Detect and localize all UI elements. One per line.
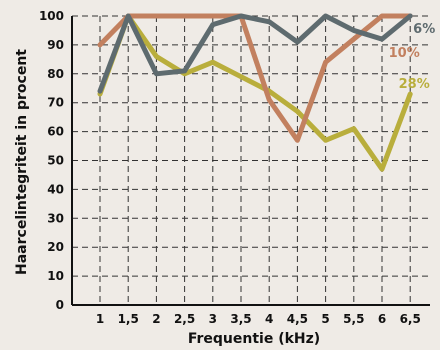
y-tick-label: 20 [47, 240, 64, 254]
x-tick-label: 4,5 [287, 312, 308, 326]
y-tick-label: 60 [47, 125, 64, 139]
x-tick-label: 6,5 [400, 312, 421, 326]
series-label: 6% [413, 22, 435, 37]
x-tick-label: 3,5 [230, 312, 251, 326]
x-tick-label: 1,5 [118, 312, 139, 326]
series-label: 28% [399, 77, 430, 92]
y-tick-label: 40 [47, 182, 64, 196]
x-tick-label: 2 [152, 312, 160, 326]
series-labels: 6% 10% 28% [389, 22, 436, 92]
grid-lines [72, 15, 430, 305]
x-tick-label: 4 [265, 312, 273, 326]
x-axis-title: Frequentie (kHz) [188, 331, 320, 346]
series-label: 10% [389, 46, 420, 61]
y-tick-label: 30 [47, 211, 64, 225]
series-line-6pct [97, 13, 413, 94]
y-tick-label: 0 [56, 298, 64, 312]
tick-labels: 0 10 20 30 40 50 60 70 80 90 100 1 1,5 2 2,5 3 3,5 4 4,5 5 5… [39, 9, 421, 326]
x-tick-label: 5,5 [343, 312, 364, 326]
x-tick-label: 5 [321, 312, 329, 326]
series-line-10pct [97, 13, 413, 143]
y-tick-label: 10 [47, 269, 64, 283]
x-tick-label: 1 [96, 312, 104, 326]
x-tick-label: 3 [209, 312, 217, 326]
y-tick-label: 80 [47, 67, 64, 81]
axes [71, 16, 430, 306]
x-tick-label: 6 [378, 312, 386, 326]
y-tick-label: 50 [47, 154, 64, 168]
x-tick-label: 2,5 [174, 312, 195, 326]
y-tick-label: 90 [47, 38, 64, 52]
series-lines [97, 13, 413, 172]
y-tick-label: 100 [39, 9, 64, 23]
y-tick-label: 70 [47, 96, 64, 110]
y-axis-title: Haarcelintegriteit in procent [14, 49, 30, 275]
series-line-28pct [97, 13, 413, 172]
